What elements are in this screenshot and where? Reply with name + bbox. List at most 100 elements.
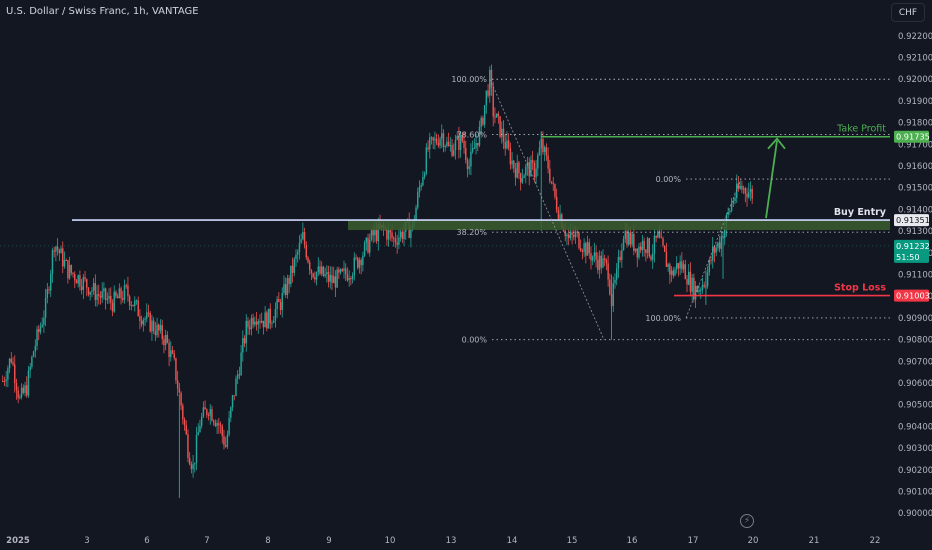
candle — [523, 175, 525, 179]
candle — [207, 414, 210, 416]
y-axis-tick-label: 0.90300 — [898, 444, 932, 454]
x-axis-tick-label: 10 — [385, 536, 396, 546]
price-axis-badge — [894, 289, 929, 302]
candle — [449, 145, 452, 147]
price-axis-badge — [894, 214, 929, 227]
candle — [80, 286, 83, 290]
candle — [262, 320, 265, 328]
candle — [94, 283, 97, 300]
candle — [235, 378, 237, 396]
candle — [437, 142, 440, 146]
candle — [585, 243, 587, 256]
candle — [396, 242, 398, 245]
y-axis-tick-label: 0.90700 — [898, 357, 932, 367]
candle — [135, 300, 138, 302]
y-axis-tick-label: 0.90100 — [898, 488, 932, 498]
candle — [492, 87, 494, 117]
candle — [7, 368, 9, 380]
candle — [272, 320, 275, 323]
candle — [684, 264, 687, 280]
candle — [480, 117, 482, 127]
price-axis-badge-label: 0.91003 — [896, 291, 930, 301]
candle — [693, 277, 695, 300]
candle — [615, 268, 618, 280]
candle — [279, 302, 282, 310]
candle — [183, 419, 186, 426]
candle — [152, 320, 155, 331]
candle — [387, 230, 390, 240]
candle — [82, 277, 85, 290]
candle — [612, 283, 614, 307]
candle — [367, 237, 369, 253]
candle — [465, 147, 467, 161]
candle — [669, 264, 671, 275]
candle — [250, 317, 253, 330]
candle — [497, 113, 500, 117]
candle — [247, 320, 249, 328]
candle — [742, 188, 745, 190]
candle — [115, 291, 117, 297]
candle — [393, 237, 395, 239]
candle — [641, 240, 644, 251]
candle — [434, 138, 436, 141]
candle — [458, 135, 460, 150]
candle — [691, 277, 693, 292]
y-axis-tick-label: 0.90600 — [898, 379, 932, 389]
candle — [209, 409, 211, 416]
candle — [269, 308, 271, 324]
candle — [91, 290, 93, 292]
candle — [339, 269, 342, 273]
candle — [159, 325, 162, 331]
lightning-icon[interactable]: ⚡ — [740, 514, 754, 528]
candle — [525, 166, 527, 176]
x-axis-tick-label: 21 — [809, 536, 820, 546]
candle — [507, 140, 510, 149]
candle — [58, 249, 61, 254]
candle — [653, 235, 656, 254]
currency-button[interactable]: CHF — [891, 3, 925, 22]
candle — [274, 309, 277, 321]
candle — [108, 295, 110, 299]
candle — [178, 388, 181, 393]
candle — [566, 234, 568, 237]
candle — [55, 246, 57, 252]
y-axis-tick-label: 0.90400 — [898, 422, 932, 432]
candle — [509, 148, 512, 165]
candle — [357, 257, 359, 268]
candle — [377, 223, 380, 242]
candle — [39, 326, 42, 332]
candle — [43, 317, 45, 325]
buy-entry-label: Buy Entry — [834, 207, 887, 218]
candle — [682, 264, 685, 270]
candle — [67, 260, 69, 279]
candle — [355, 257, 357, 259]
candle — [92, 283, 95, 291]
y-axis-tick-label: 0.91800 — [898, 119, 932, 129]
candle — [278, 299, 280, 303]
candle — [281, 292, 283, 310]
candle — [502, 128, 505, 142]
candle — [260, 320, 263, 323]
y-axis-tick-label: 0.92200 — [898, 32, 932, 42]
candle — [648, 238, 651, 257]
y-axis-tick-label: 0.90500 — [898, 401, 932, 411]
candle — [487, 90, 489, 96]
candle — [535, 168, 537, 178]
candle — [351, 275, 354, 280]
candle — [276, 299, 278, 310]
candle — [724, 227, 726, 239]
fib-level-label: 0.00% — [462, 336, 488, 345]
candle — [14, 364, 16, 384]
candle — [231, 395, 234, 408]
candle — [398, 237, 400, 245]
candle — [322, 266, 325, 276]
candle — [360, 259, 362, 266]
candle — [619, 256, 621, 260]
candle — [188, 457, 191, 465]
candle — [123, 285, 126, 300]
candle — [180, 392, 182, 406]
candle — [315, 272, 318, 280]
candle — [36, 329, 38, 347]
candle — [633, 233, 635, 251]
